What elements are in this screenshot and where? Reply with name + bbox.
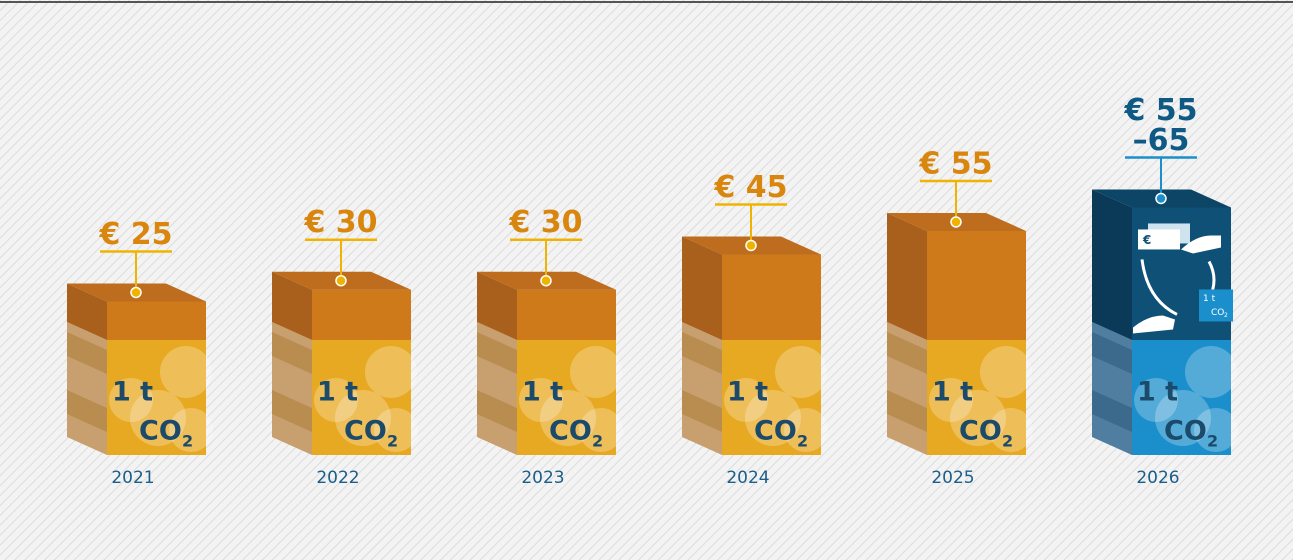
price-label: –65 <box>1133 123 1190 158</box>
icon-cert-amount: 1 t <box>1203 294 1216 304</box>
unit-gas: CO <box>344 416 387 447</box>
bubble <box>160 346 212 398</box>
unit-gas: CO <box>754 416 797 447</box>
year-label: 2023 <box>521 468 564 488</box>
unit-sub: 2 <box>1207 432 1218 451</box>
box-front <box>107 301 206 340</box>
label-dot <box>336 276 346 286</box>
label-dot <box>951 217 961 227</box>
unit-amount: 1 t <box>522 377 563 408</box>
unit-sub: 2 <box>592 432 603 451</box>
bubble <box>775 346 827 398</box>
price-label: € 30 <box>303 205 377 240</box>
price-label: € 25 <box>98 217 172 252</box>
box-side <box>682 236 722 340</box>
icon-cert-sub: 2 <box>1224 312 1228 319</box>
box-front <box>517 290 616 340</box>
bubble <box>365 346 417 398</box>
bubble <box>1185 346 1237 398</box>
box-front <box>927 231 1026 340</box>
unit-amount: 1 t <box>1137 377 1178 408</box>
icon-cert-gas: CO <box>1211 308 1224 318</box>
box-side <box>887 213 927 340</box>
price-label: € 30 <box>508 205 582 240</box>
unit-amount: 1 t <box>727 377 768 408</box>
box-front <box>722 254 821 340</box>
unit-amount: 1 t <box>317 377 358 408</box>
label-dot <box>541 276 551 286</box>
label-dot <box>131 287 141 297</box>
unit-sub: 2 <box>182 432 193 451</box>
unit-gas: CO <box>549 416 592 447</box>
unit-gas: CO <box>959 416 1002 447</box>
year-label: 2025 <box>931 468 974 488</box>
unit-sub: 2 <box>387 432 398 451</box>
bubble <box>570 346 622 398</box>
year-label: 2024 <box>726 468 769 488</box>
chart: 1 tCO2€ 2520211 tCO2€ 3020221 tCO2€ 3020… <box>0 0 1293 560</box>
unit-sub: 2 <box>1002 432 1013 451</box>
price-label: € 55 <box>918 146 992 181</box>
unit-amount: 1 t <box>932 377 973 408</box>
bubble <box>980 346 1032 398</box>
unit-sub: 2 <box>797 432 808 451</box>
price-label: € 45 <box>713 170 787 205</box>
label-dot <box>746 240 756 250</box>
box-side <box>1092 189 1132 340</box>
unit-gas: CO <box>139 416 182 447</box>
box-front <box>312 290 411 340</box>
icon-currency: € <box>1142 233 1151 247</box>
label-dot <box>1156 193 1166 203</box>
year-label: 2026 <box>1136 468 1179 488</box>
year-label: 2022 <box>316 468 359 488</box>
year-label: 2021 <box>111 468 154 488</box>
unit-amount: 1 t <box>112 377 153 408</box>
unit-gas: CO <box>1164 416 1207 447</box>
